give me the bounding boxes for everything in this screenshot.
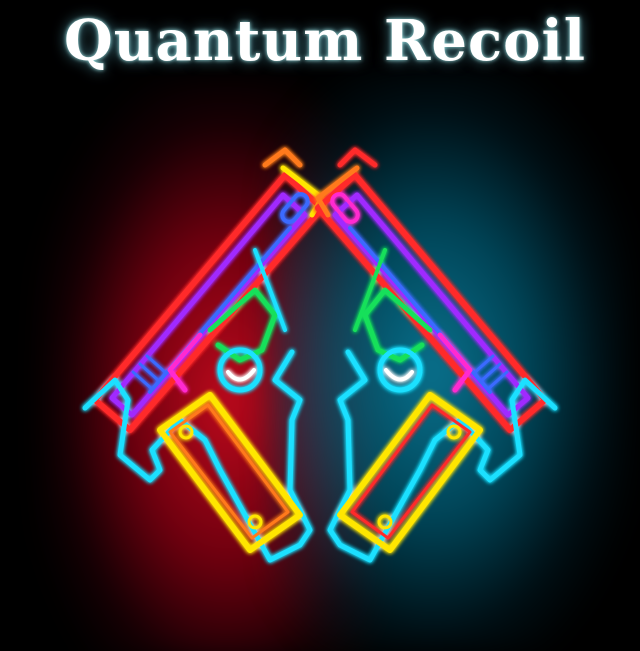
left-pistol (82, 147, 325, 563)
right-pistol (315, 147, 558, 563)
game-title: Quantum Recoil (64, 8, 586, 74)
